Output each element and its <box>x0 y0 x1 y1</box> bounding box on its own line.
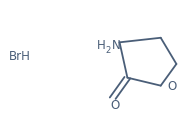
Text: N: N <box>112 39 121 52</box>
Text: H: H <box>97 39 106 52</box>
Text: 2: 2 <box>105 45 111 54</box>
Text: O: O <box>110 98 119 111</box>
Text: BrH: BrH <box>9 50 31 63</box>
Text: O: O <box>167 79 176 92</box>
